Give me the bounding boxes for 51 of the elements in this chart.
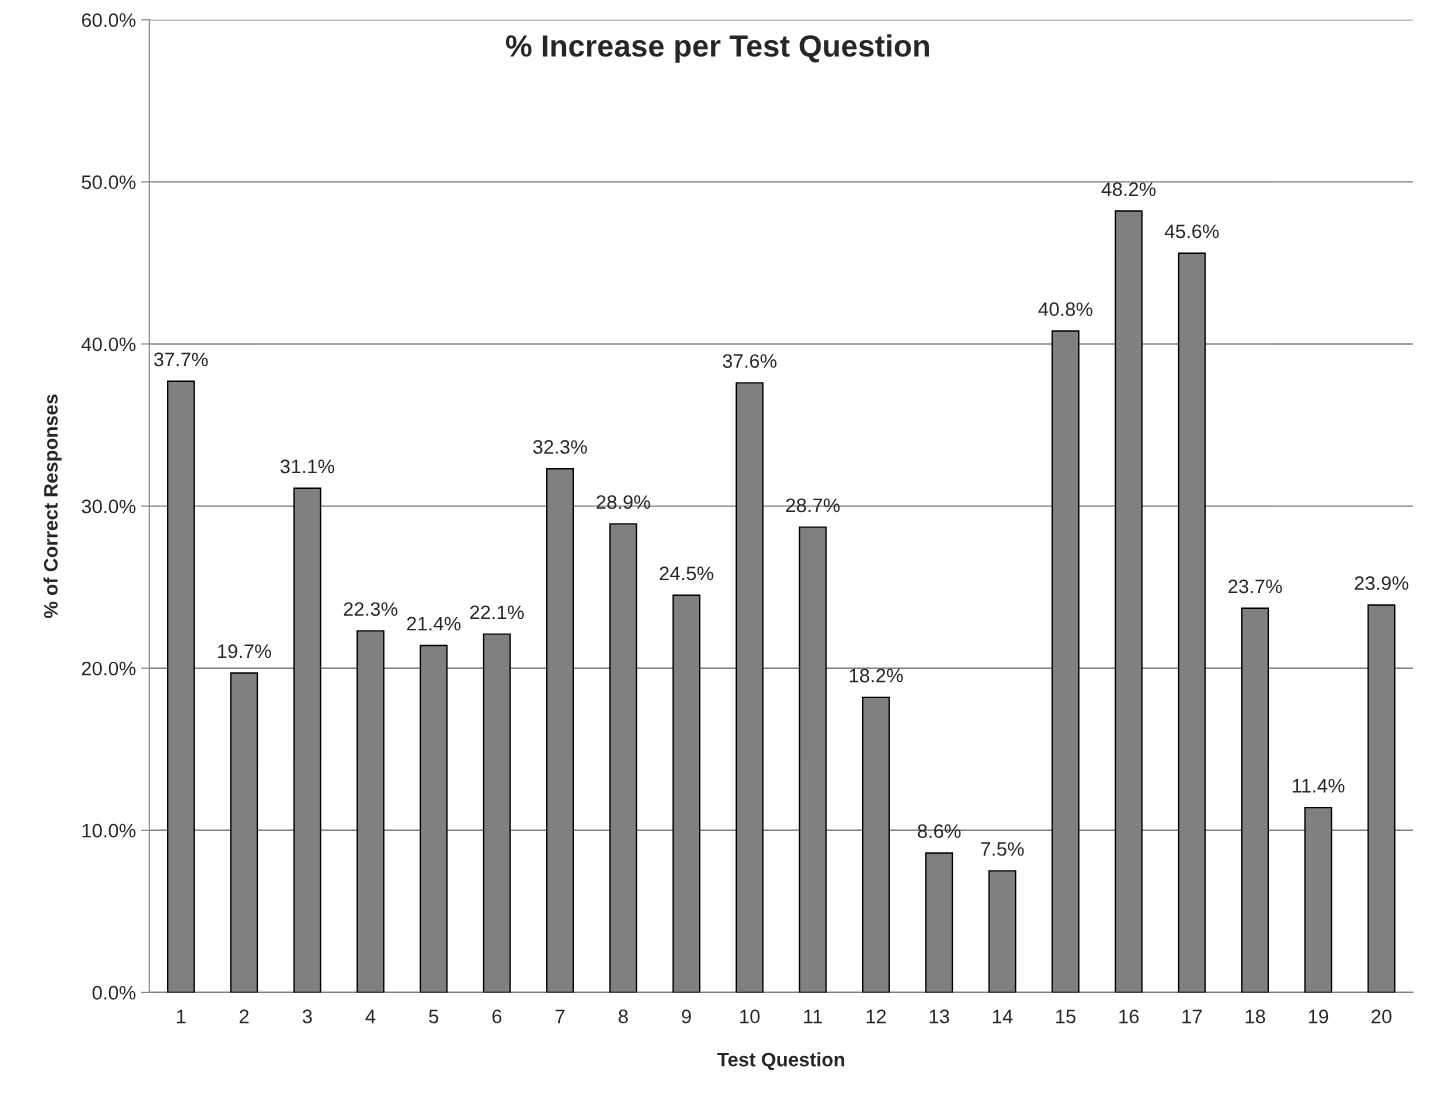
y-tick-label: 60.0%: [82, 13, 136, 28]
data-label: 22.1%: [470, 605, 524, 620]
y-axis-title: % of Correct Responses: [43, 394, 62, 618]
x-axis-title: Test Question: [717, 1052, 845, 1071]
y-tick-label: 50.0%: [81, 175, 136, 190]
x-tick-label: 6: [492, 1009, 502, 1024]
x-tick-label: 2: [239, 1009, 249, 1024]
x-tick-label: 17: [1182, 1009, 1202, 1024]
bar: [925, 852, 954, 993]
data-label: 24.5%: [659, 566, 714, 581]
x-tick-label: 11: [804, 1009, 822, 1024]
y-tick-label: 10.0%: [82, 823, 136, 838]
x-tick-label: 18: [1245, 1009, 1266, 1024]
data-label: 23.7%: [1228, 579, 1282, 594]
y-tick-label: 0.0%: [92, 985, 136, 1000]
x-tick-label: 12: [866, 1009, 886, 1024]
x-tick-label: 19: [1308, 1009, 1329, 1024]
data-label: 23.9%: [1354, 576, 1409, 591]
data-label: 40.8%: [1038, 302, 1093, 317]
x-tick-label: 4: [365, 1009, 376, 1024]
data-label: 7.5%: [981, 842, 1024, 856]
data-label: 18.2%: [849, 668, 903, 683]
x-tick-label: 10: [740, 1009, 760, 1024]
chart-title: % Increase per Test Question: [505, 34, 929, 63]
data-label: 28.7%: [786, 498, 840, 513]
y-tick-label: 20.0%: [82, 661, 136, 676]
x-tick-label: 14: [993, 1009, 1013, 1024]
data-label: 48.2%: [1101, 182, 1156, 197]
bar: [988, 870, 1017, 993]
data-label: 32.3%: [533, 440, 587, 454]
data-label: 22.3%: [343, 602, 398, 616]
x-tick-label: 8: [618, 1009, 628, 1024]
data-label: 21.4%: [407, 616, 461, 631]
x-tick-label: 15: [1056, 1009, 1076, 1024]
x-tick-label: 16: [1119, 1009, 1139, 1024]
x-tick-label: 3: [302, 1009, 312, 1024]
y-tick-label: 30.0%: [81, 499, 136, 514]
x-tick-label: 9: [681, 1009, 691, 1024]
data-label: 28.9%: [596, 495, 651, 509]
x-tick-label: 20: [1371, 1009, 1392, 1024]
x-tick-label: 7: [555, 1009, 565, 1024]
data-label: 31.1%: [280, 459, 335, 474]
y-tick-label: 40.0%: [81, 337, 136, 352]
x-tick-label: 1: [177, 1009, 186, 1024]
data-label: 45.6%: [1164, 224, 1219, 239]
data-label: 19.7%: [218, 644, 271, 659]
data-label: 11.4%: [1292, 778, 1345, 793]
data-label: 37.7%: [154, 352, 208, 367]
data-label: 37.6%: [722, 354, 777, 368]
x-tick-label: 5: [429, 1009, 439, 1024]
x-tick-label: 13: [929, 1009, 950, 1024]
